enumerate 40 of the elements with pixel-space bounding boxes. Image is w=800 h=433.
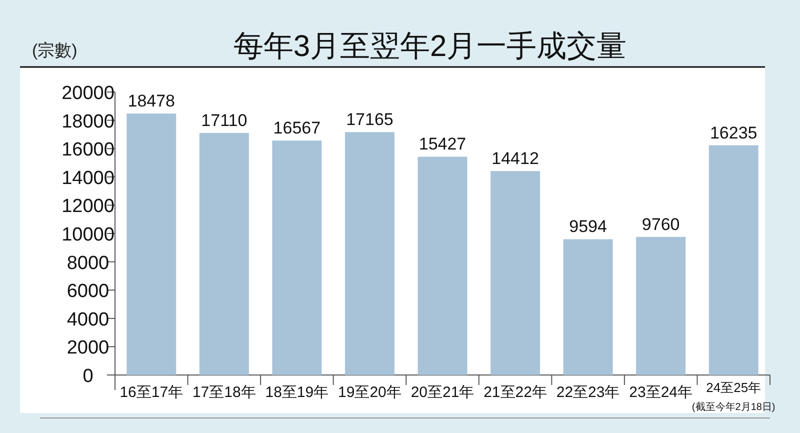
- y-tick-label: 18000: [62, 111, 114, 132]
- chart-title: 每年3月至翌年2月一手成交量: [233, 30, 627, 63]
- y-tick-label: 12000: [62, 196, 114, 218]
- data-label: 16235: [710, 123, 758, 142]
- y-tick-label: 4000: [66, 309, 110, 330]
- data-label: 16567: [273, 118, 321, 138]
- bar: [708, 145, 758, 375]
- x-tick-label: 19至20年: [338, 384, 402, 401]
- x-tick-label: 18至19年: [265, 384, 329, 401]
- y-tick-label: 20000: [62, 83, 114, 104]
- y-tick-label: 6000: [66, 281, 110, 302]
- y-tick-label: 2000: [66, 338, 110, 359]
- data-label: 17110: [201, 110, 248, 130]
- x-tick-label: 16至17年: [120, 384, 184, 401]
- y-tick-label: 0: [82, 366, 94, 387]
- bar: [199, 132, 249, 375]
- data-label: 17165: [346, 110, 394, 130]
- bar: [418, 156, 468, 375]
- x-tick-label: 21至22年: [484, 384, 547, 401]
- data-label: 9760: [642, 214, 680, 234]
- bar: [563, 239, 613, 375]
- bar: [344, 132, 394, 375]
- x-tick-label: 22至23年: [556, 384, 620, 401]
- y-tick-label: 10000: [62, 224, 114, 246]
- x-tick-label: 24至25年 (截至今年2月18日): [692, 380, 776, 413]
- x-tick-label: 20至21年: [410, 384, 474, 401]
- bar: [490, 171, 540, 375]
- y-axis-title: (宗數): [32, 41, 78, 60]
- y-tick-label: 16000: [62, 140, 114, 161]
- y-tick-label: 14000: [62, 168, 114, 189]
- data-label: 14412: [492, 149, 539, 168]
- x-tick-label: 17至18年: [192, 384, 256, 401]
- bar: [636, 236, 686, 375]
- bar: [126, 114, 176, 375]
- data-label: 9594: [569, 217, 607, 236]
- data-label: 15427: [418, 134, 466, 154]
- data-label: 18478: [128, 92, 176, 111]
- bar: [272, 140, 322, 375]
- x-tick-label: 23至24年: [629, 384, 693, 401]
- y-tick-label: 8000: [66, 252, 110, 274]
